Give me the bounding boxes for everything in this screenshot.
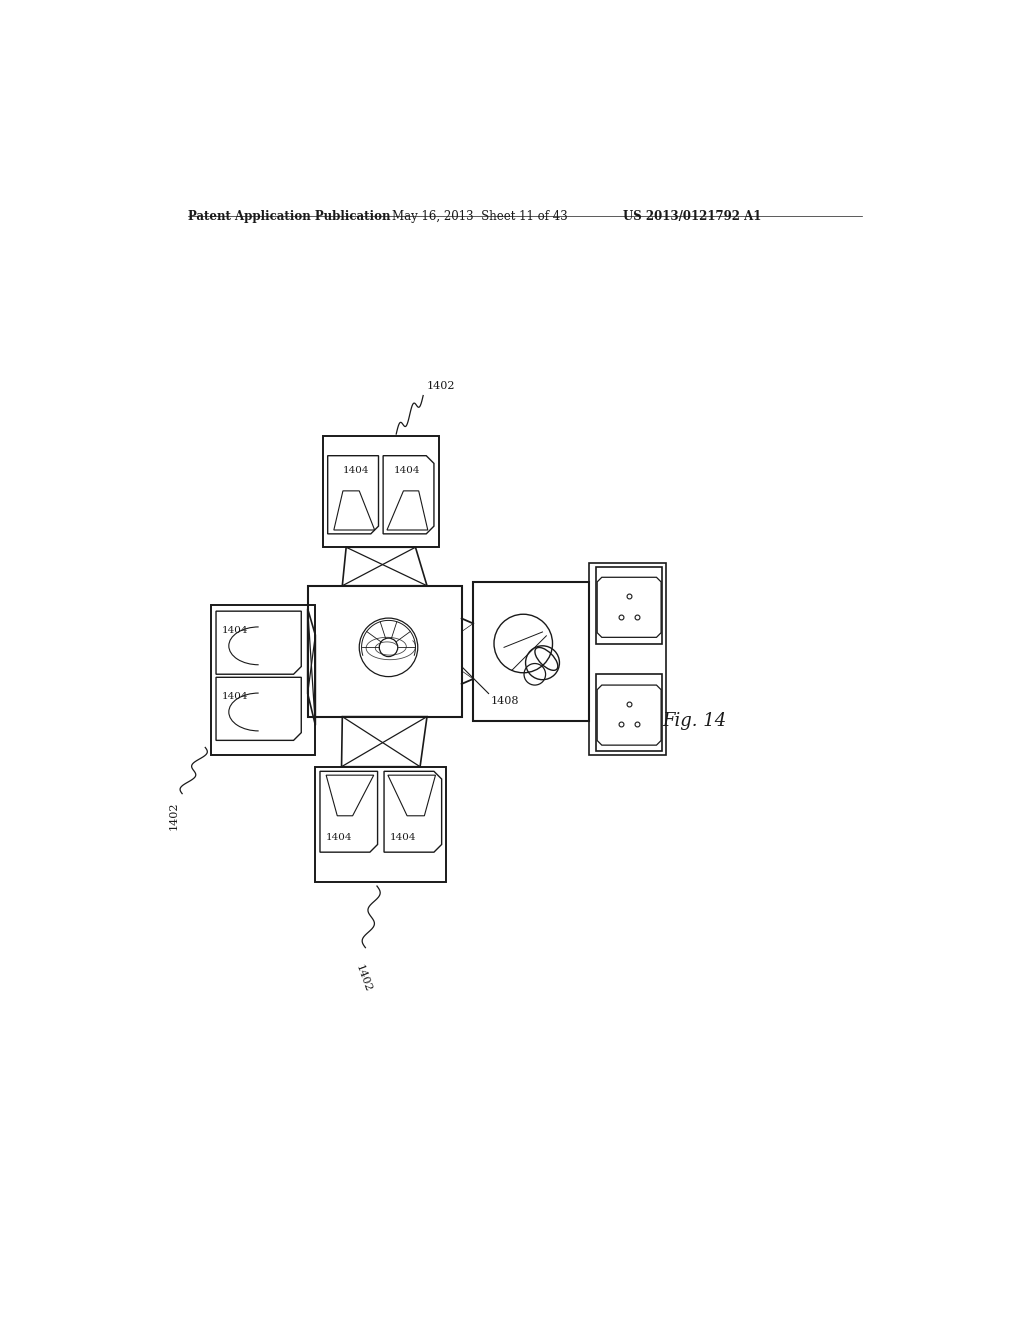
Text: 1404: 1404: [390, 833, 417, 842]
Text: 1404: 1404: [326, 833, 352, 842]
Text: 1404: 1404: [222, 626, 249, 635]
Bar: [323, 436, 438, 548]
Text: 1408: 1408: [490, 696, 518, 706]
Bar: [473, 582, 589, 721]
Text: May 16, 2013  Sheet 11 of 43: May 16, 2013 Sheet 11 of 43: [392, 210, 568, 223]
Text: Fig. 14: Fig. 14: [662, 711, 726, 730]
Text: 1402: 1402: [354, 964, 373, 993]
Text: 1402: 1402: [169, 801, 179, 830]
Text: 1404: 1404: [393, 466, 420, 475]
Text: 1404: 1404: [343, 466, 370, 475]
Bar: [315, 767, 446, 882]
Bar: [596, 566, 662, 644]
Bar: [589, 562, 666, 755]
Bar: [307, 586, 462, 717]
Text: 1402: 1402: [427, 381, 456, 392]
Bar: [211, 605, 315, 755]
Bar: [596, 675, 662, 751]
Text: Patent Application Publication: Patent Application Publication: [188, 210, 391, 223]
Text: US 2013/0121792 A1: US 2013/0121792 A1: [624, 210, 762, 223]
Text: 1404: 1404: [222, 693, 249, 701]
